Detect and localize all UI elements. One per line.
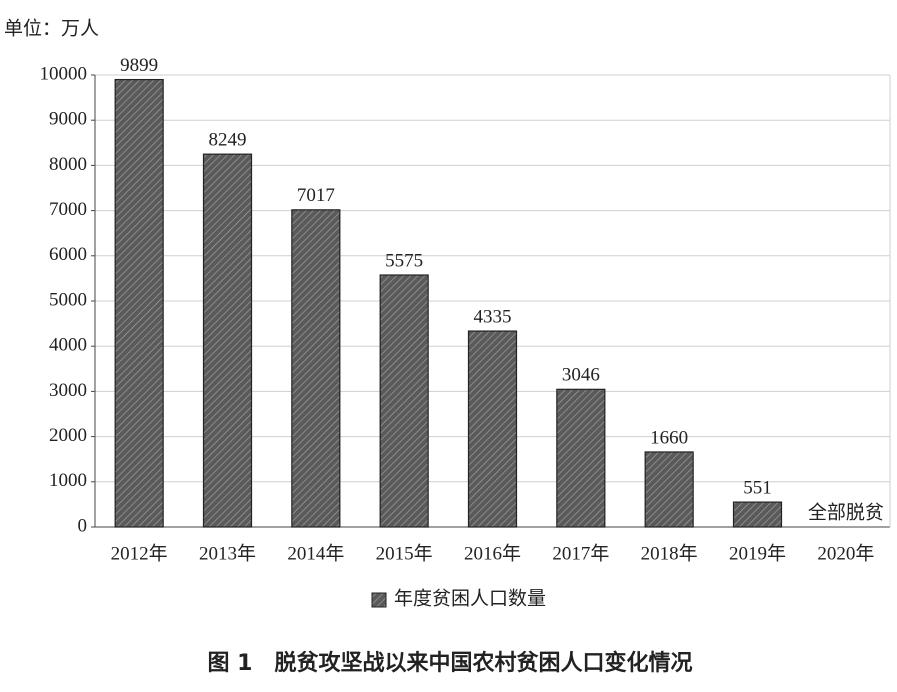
x-tick-label: 2015年 xyxy=(376,542,433,564)
unit-label: 单位：万人 xyxy=(4,17,99,39)
x-tick-label: 2012年 xyxy=(111,542,168,564)
value-label: 4335 xyxy=(474,306,512,327)
y-tick-label: 3000 xyxy=(49,380,87,401)
legend-swatch xyxy=(371,592,387,608)
value-label: 3046 xyxy=(562,365,600,386)
x-tick-label: 2016年 xyxy=(464,542,521,564)
value-label: 551 xyxy=(743,477,772,498)
y-tick-label: 7000 xyxy=(49,199,87,220)
bar xyxy=(467,330,518,528)
bar xyxy=(732,501,783,528)
value-label: 8249 xyxy=(209,130,247,151)
x-tick-label: 2018年 xyxy=(641,542,698,564)
y-tick-label: 10000 xyxy=(40,63,88,84)
x-tick-label: 2020年 xyxy=(817,542,874,564)
legend-label: 年度贫困人口数量 xyxy=(394,587,546,609)
bar xyxy=(379,274,429,528)
y-tick-label: 4000 xyxy=(49,335,87,356)
x-tick-label: 2014年 xyxy=(287,542,344,564)
y-tick-label: 6000 xyxy=(49,244,87,265)
bar xyxy=(202,153,253,528)
value-label: 全部脱贫 xyxy=(808,501,884,523)
y-tick-label: 5000 xyxy=(49,289,87,310)
value-label: 1660 xyxy=(650,427,688,448)
x-tick-label: 2017年 xyxy=(552,542,609,564)
bar xyxy=(644,451,694,528)
value-label: 7017 xyxy=(297,185,335,206)
y-tick-label: 0 xyxy=(78,515,88,536)
chart-title: 图 1 脱贫攻坚战以来中国农村贫困人口变化情况 xyxy=(208,650,693,676)
x-tick-label: 2019年 xyxy=(729,542,786,564)
y-tick-label: 1000 xyxy=(49,470,87,491)
bar xyxy=(114,78,164,528)
value-label: 5575 xyxy=(385,250,423,271)
bar xyxy=(556,388,606,528)
y-tick-label: 2000 xyxy=(49,425,87,446)
bar xyxy=(291,209,341,528)
x-tick-label: 2013年 xyxy=(199,542,256,564)
y-tick-label: 9000 xyxy=(49,109,87,130)
value-label: 9899 xyxy=(120,55,158,76)
y-tick-label: 8000 xyxy=(49,154,87,175)
